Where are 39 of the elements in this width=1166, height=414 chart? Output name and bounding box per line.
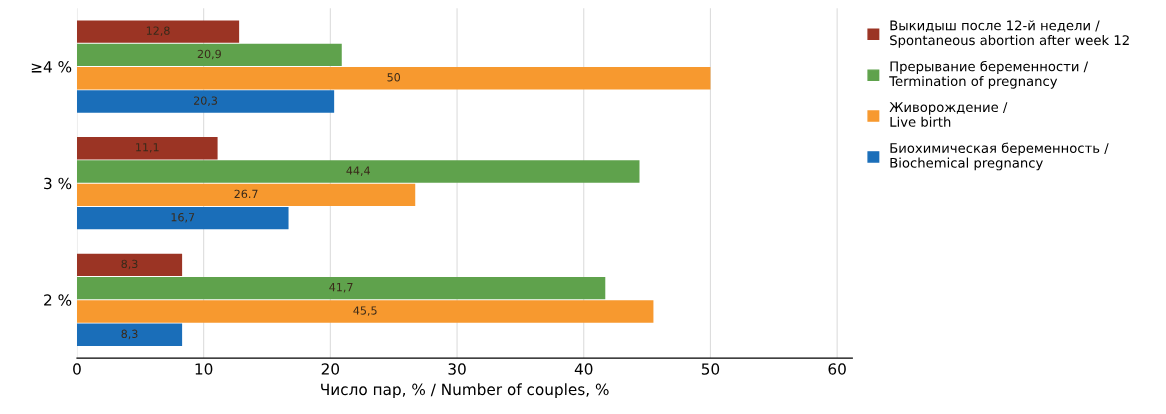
bar [76,20,240,43]
bar [76,276,606,300]
bar [76,90,335,113]
legend-label: Живорождение / Live birth [889,102,1008,127]
bar [76,160,640,183]
x-axis-title: Число пар, % / Number of couples, % [321,383,609,399]
y-tick-label: ≥4 % [31,61,72,73]
bar [76,323,183,346]
x-tick-label: 10 [195,363,213,375]
x-tick-label: 0 [73,363,81,375]
data-label: 20,9 [197,49,221,60]
x-tick-label: 50 [701,363,720,375]
bar [76,43,342,67]
data-label: 12,8 [146,26,170,36]
x-tick-label: 20 [321,363,340,375]
y-tick-label: 2 % [44,294,72,306]
data-label: 8,3 [121,329,138,340]
bar [76,67,711,90]
data-label: 16,7 [171,213,195,223]
data-label: 20,3 [194,96,218,106]
bar [76,183,416,207]
bar [76,206,289,230]
bar [76,137,218,160]
x-tick-label: 60 [828,363,846,375]
legend-label: Биохимическая беременность / Biochemical pregnancy [890,142,1109,171]
data-label: 44,4 [346,166,370,176]
bar [76,253,183,277]
data-label: 45,5 [353,306,377,316]
legend-label: Прерывание беременности / Termination of pregnancy [889,60,1089,89]
x-tick-label: 40 [574,363,593,375]
data-label: 26.7 [234,189,258,199]
x-tick-label: 30 [448,363,466,375]
legend-label: Выкидыш после 12-й недели / Spontaneous abortion after week 12 [890,20,1129,48]
data-label: 11,1 [136,143,159,153]
data-label: 50 [387,73,401,82]
y-tick-label: 3 % [44,177,72,190]
bar [76,300,654,323]
data-label: 8,3 [121,259,138,270]
data-label: 41,7 [329,283,353,293]
